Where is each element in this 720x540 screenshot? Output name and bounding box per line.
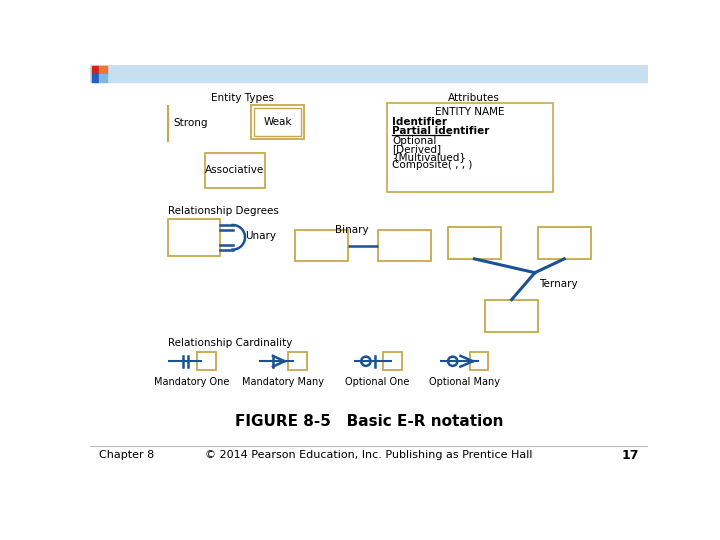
Bar xyxy=(197,352,215,370)
Text: FIGURE 8-5   Basic E-R notation: FIGURE 8-5 Basic E-R notation xyxy=(235,414,503,429)
Bar xyxy=(387,103,554,192)
Text: Binary: Binary xyxy=(335,225,369,235)
Bar xyxy=(538,226,590,259)
Text: {Multivalued}: {Multivalued} xyxy=(392,152,467,162)
Text: Relationship Cardinality: Relationship Cardinality xyxy=(168,338,292,348)
Bar xyxy=(295,231,348,261)
Bar xyxy=(168,219,220,256)
Text: Composite( , , ): Composite( , , ) xyxy=(392,159,472,170)
Text: Associative: Associative xyxy=(205,165,264,176)
Text: 17: 17 xyxy=(621,449,639,462)
Bar xyxy=(204,153,265,188)
Text: © 2014 Pearson Education, Inc. Publishing as Prentice Hall: © 2014 Pearson Education, Inc. Publishin… xyxy=(205,450,533,460)
Text: Optional One: Optional One xyxy=(346,377,410,387)
Text: Identifier: Identifier xyxy=(392,117,447,127)
Bar xyxy=(485,300,538,332)
Text: ENTITY NAME: ENTITY NAME xyxy=(435,107,505,117)
Text: Entity Types: Entity Types xyxy=(211,92,274,103)
Text: [Derived]: [Derived] xyxy=(392,144,441,154)
Text: Mandatory One: Mandatory One xyxy=(154,377,229,387)
Bar xyxy=(251,105,304,139)
Text: Partial identifier: Partial identifier xyxy=(392,126,490,137)
Text: Attributes: Attributes xyxy=(448,92,500,103)
Text: Mandatory Many: Mandatory Many xyxy=(242,377,324,387)
Bar xyxy=(289,352,307,370)
Bar xyxy=(383,352,402,370)
Bar xyxy=(99,74,107,82)
Text: Optional Many: Optional Many xyxy=(429,377,500,387)
Bar xyxy=(90,65,648,82)
Text: Weak: Weak xyxy=(264,117,292,127)
Bar xyxy=(448,226,500,259)
Bar xyxy=(254,108,301,137)
Bar xyxy=(378,231,431,261)
Bar xyxy=(469,352,488,370)
Bar xyxy=(91,66,99,74)
Bar xyxy=(99,66,107,74)
Bar xyxy=(91,74,99,82)
Text: Strong: Strong xyxy=(174,118,208,129)
Text: Unary: Unary xyxy=(245,231,276,241)
Text: Relationship Degrees: Relationship Degrees xyxy=(168,206,279,215)
Text: Chapter 8: Chapter 8 xyxy=(99,450,155,460)
Text: Ternary: Ternary xyxy=(539,279,577,289)
Text: Optional: Optional xyxy=(392,137,436,146)
